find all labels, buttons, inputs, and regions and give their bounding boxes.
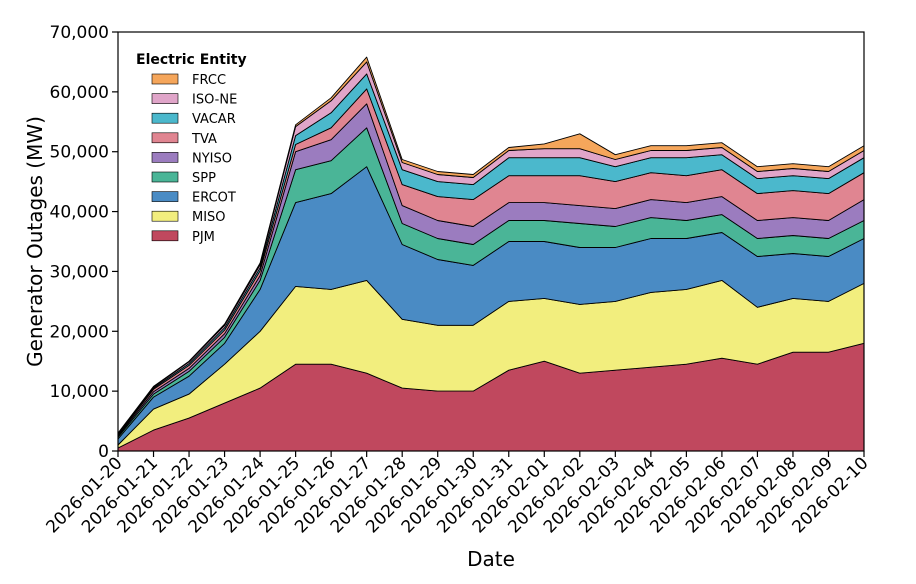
legend-label-nyiso: NYISO	[192, 151, 232, 166]
legend-swatch-pjm	[151, 230, 179, 242]
x-axis-label: Date	[467, 547, 515, 571]
legend-label-pjm: PJM	[192, 230, 215, 245]
y-tick-label: 0	[98, 442, 109, 462]
legend-label-frcc: FRCC	[192, 73, 226, 88]
y-axis: 0 10,000 20,000 30,000 40,000 50,000 60,000 70,…	[50, 23, 118, 462]
legend-swatch-tva	[151, 132, 179, 144]
legend-swatch-vacar	[151, 112, 179, 124]
legend-swatch-iso-ne	[151, 93, 179, 104]
legend-label-iso-ne: ISO-NE	[192, 93, 237, 108]
y-tick-label: 70,000	[50, 23, 109, 43]
y-tick-label: 50,000	[50, 143, 109, 163]
legend-swatch-nyiso	[151, 152, 179, 163]
x-axis: 2026-01-202026-01-212026-01-222026-01-23…	[43, 451, 873, 537]
y-tick-label: 40,000	[50, 203, 109, 223]
legend-swatch-ercot	[151, 191, 179, 202]
legend-swatch-spp	[151, 171, 179, 183]
y-tick-label: 20,000	[50, 322, 109, 342]
legend-label-vacar: VACAR	[192, 112, 236, 127]
area-series-group	[117, 56, 865, 452]
legend: Electric Entity FRCC ISO-NE VACAR TVA NYISO S…	[136, 52, 247, 245]
y-tick-label: 30,000	[50, 262, 109, 282]
y-tick-label: 60,000	[50, 83, 109, 103]
legend-swatch-frcc	[151, 73, 179, 85]
y-axis-label: Generator Outages (MW)	[23, 116, 47, 367]
y-tick-label: 10,000	[50, 382, 109, 402]
legend-label-spp: SPP	[192, 171, 216, 186]
legend-title: Electric Entity	[136, 52, 247, 68]
legend-swatch-miso	[151, 210, 179, 222]
legend-label-miso: MISO	[192, 210, 226, 225]
legend-label-ercot: ERCOT	[192, 191, 236, 206]
legend-label-tva: TVA	[191, 132, 217, 147]
plot-frame	[117, 31, 865, 452]
